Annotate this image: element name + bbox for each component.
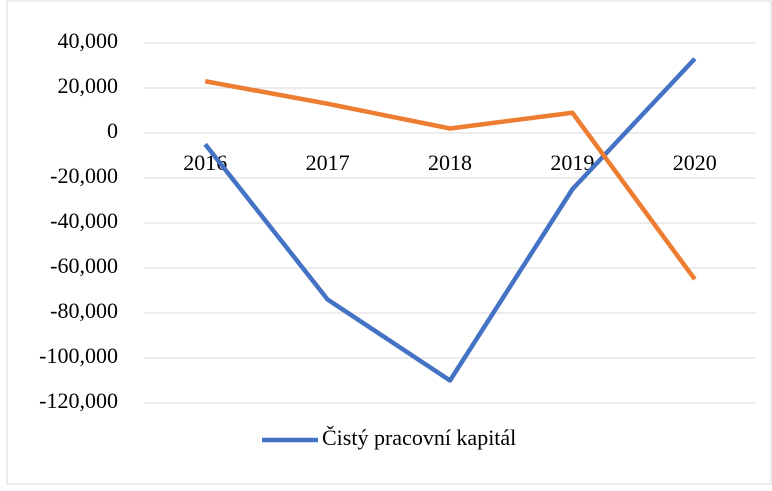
x-tick-label: 2017 xyxy=(306,150,350,175)
series-line xyxy=(203,57,697,383)
legend-label: Čistý pracovní kapitál xyxy=(322,425,516,450)
chart-border xyxy=(6,0,772,485)
x-tick-label: 2020 xyxy=(673,150,717,175)
y-tick-label: -40,000 xyxy=(50,208,118,233)
y-tick-label: -20,000 xyxy=(50,163,118,188)
y-tick-label: -100,000 xyxy=(39,343,118,368)
series-line xyxy=(204,79,697,281)
y-tick-label: 40,000 xyxy=(58,28,119,53)
y-tick-label: -80,000 xyxy=(50,298,118,323)
y-tick-label: -60,000 xyxy=(50,253,118,278)
y-tick-label: 0 xyxy=(107,118,118,143)
y-tick-label: -120,000 xyxy=(39,388,118,413)
x-tick-label: 2018 xyxy=(428,150,472,175)
y-tick-label: 20,000 xyxy=(58,73,119,98)
